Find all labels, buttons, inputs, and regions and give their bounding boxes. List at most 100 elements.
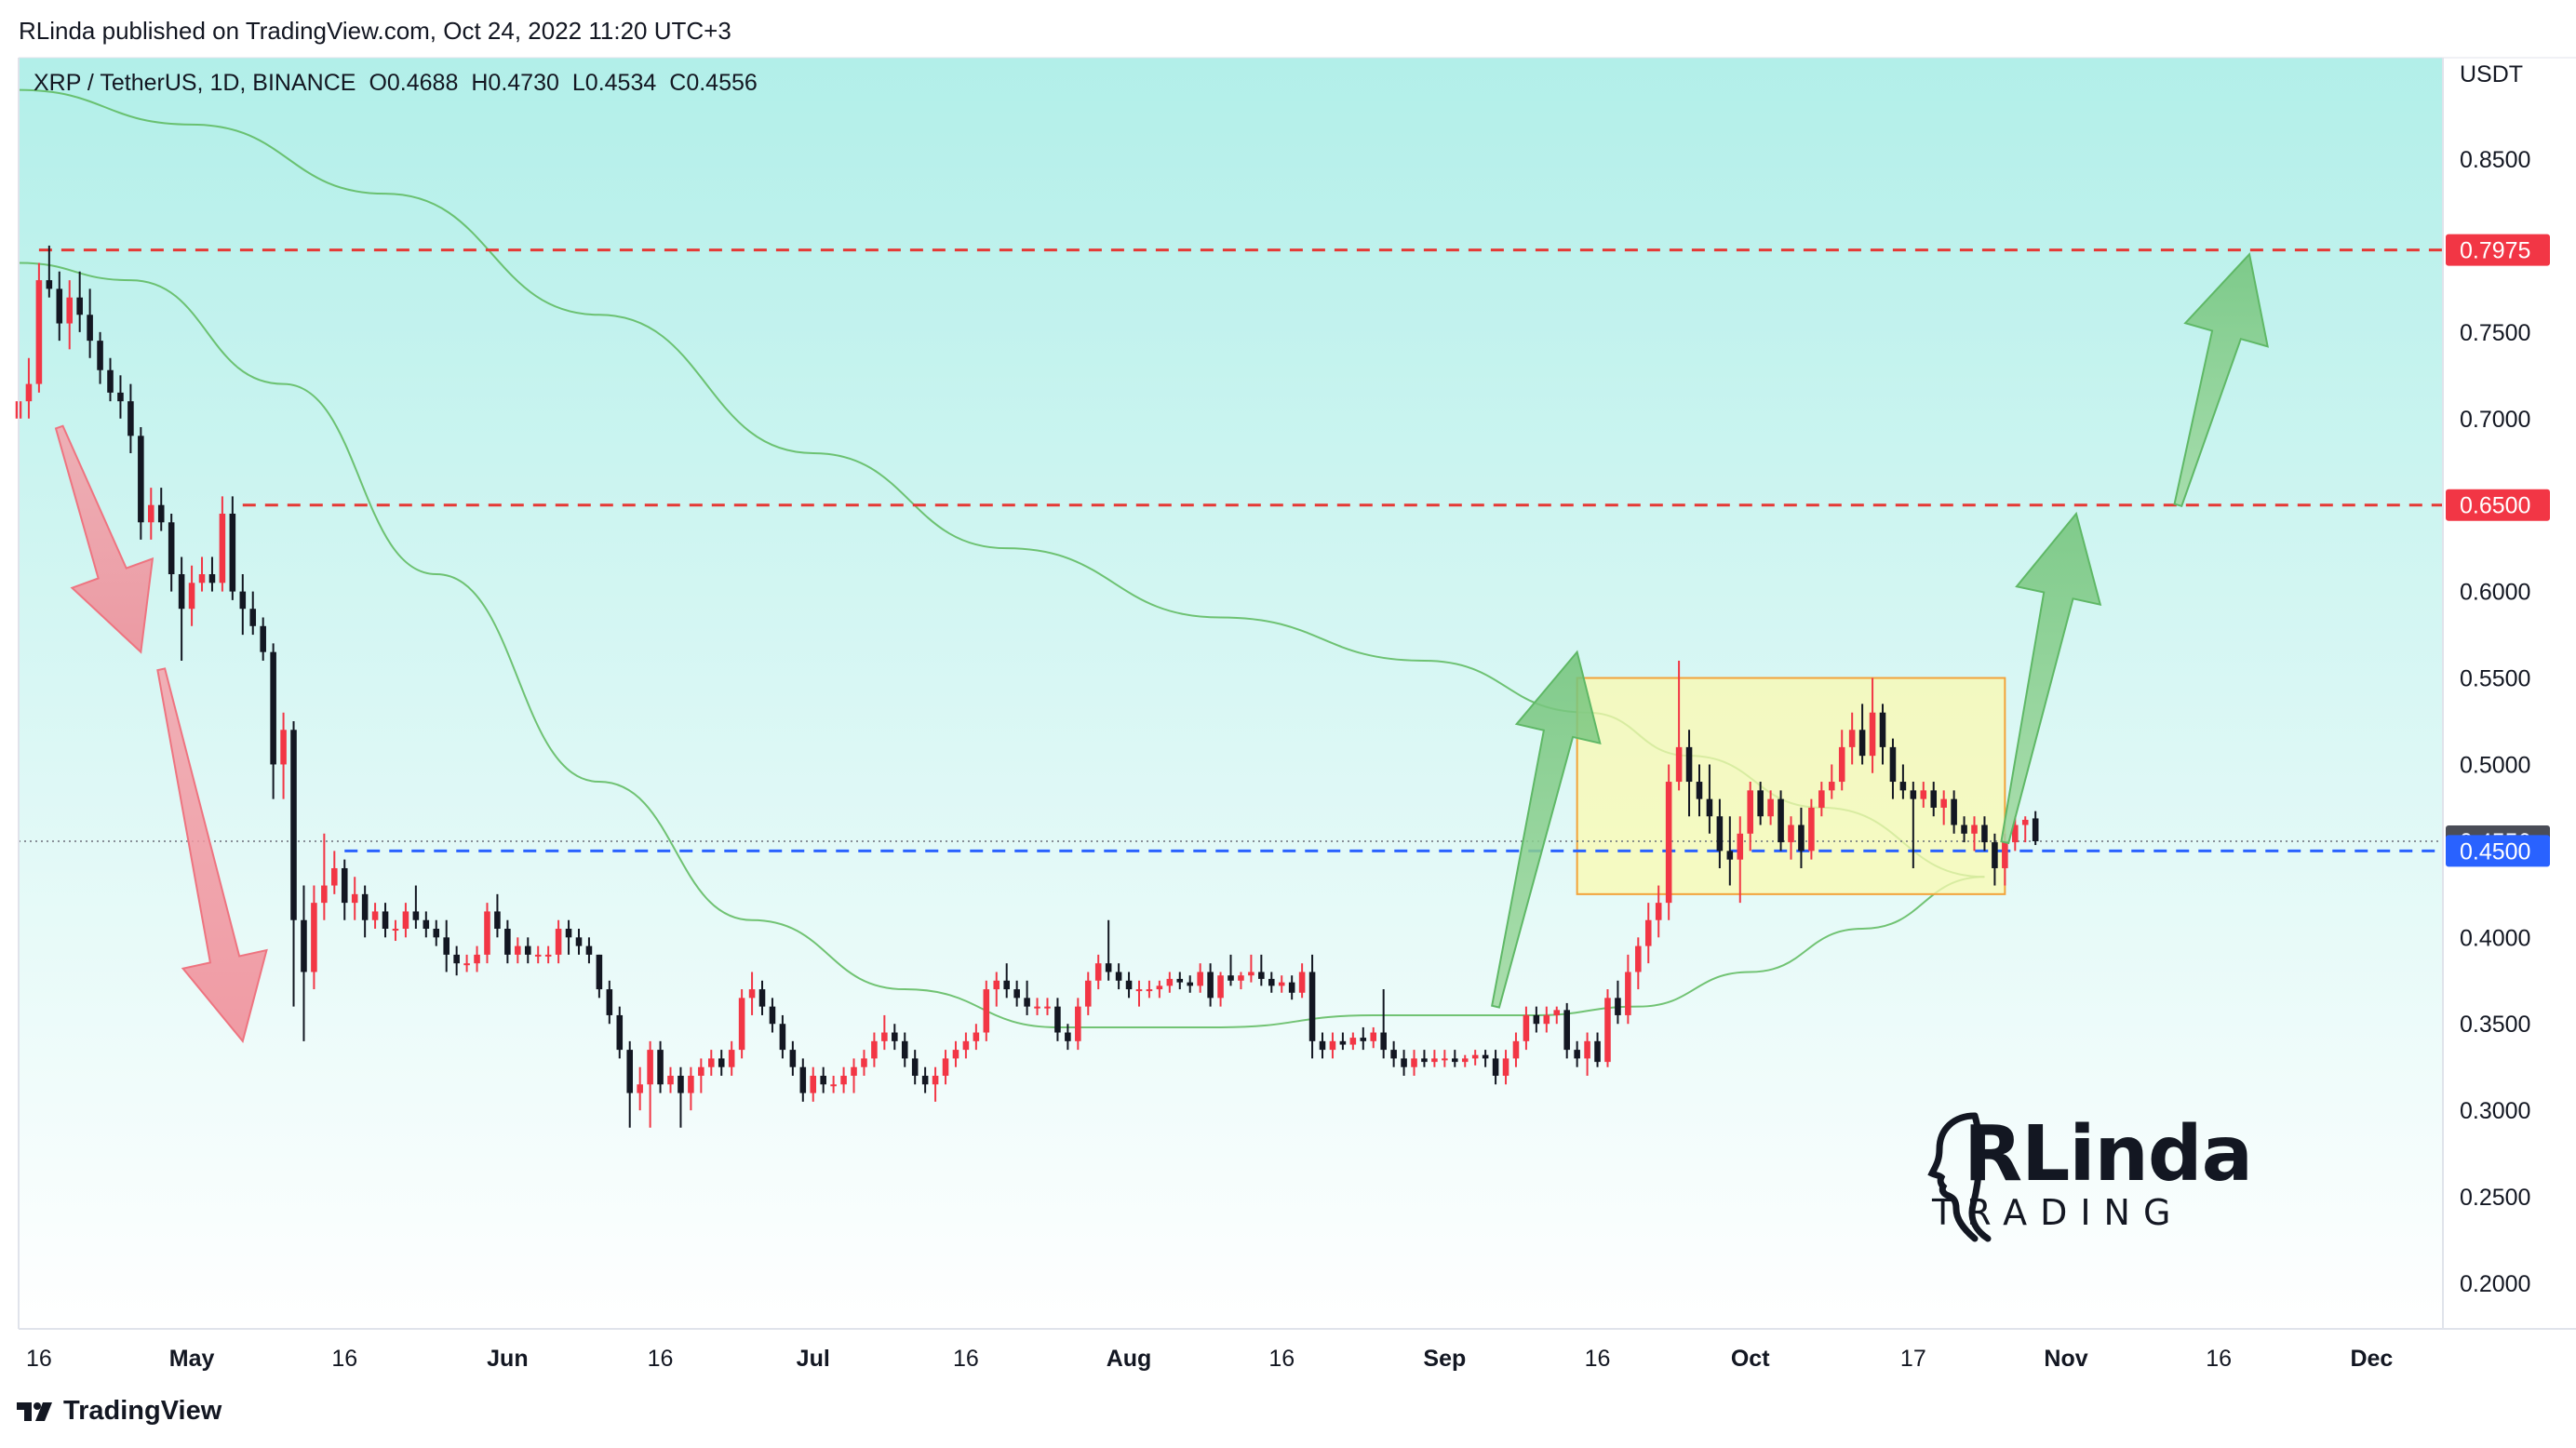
candle[interactable] [1553,1006,1561,1025]
candle[interactable] [1635,937,1642,990]
candle[interactable] [1625,954,1631,1025]
candle[interactable] [901,1032,908,1067]
candle[interactable] [688,1066,694,1111]
candle[interactable] [127,383,134,453]
candle[interactable] [1115,963,1122,990]
candle[interactable] [1563,1002,1570,1059]
candle[interactable] [1176,972,1184,990]
candle[interactable] [1197,963,1203,993]
candle[interactable] [1308,954,1316,1059]
candle[interactable] [1889,738,1897,799]
candle[interactable] [698,1058,704,1093]
candle[interactable] [1920,782,1927,808]
price-label-badge[interactable]: 0.7975 [2446,234,2550,266]
candle[interactable] [1482,1050,1489,1067]
candle[interactable] [544,945,552,964]
candle[interactable] [1238,972,1244,990]
candle[interactable] [748,972,756,1015]
candle[interactable] [178,556,185,661]
candle[interactable] [1543,1006,1550,1033]
candle[interactable] [606,980,613,1025]
candle[interactable] [1013,980,1020,1007]
candle[interactable] [249,591,257,636]
candle[interactable] [1401,1050,1407,1076]
candle[interactable] [1075,998,1081,1051]
bullish-projection-arrow[interactable] [1491,650,1602,1009]
candle[interactable] [1003,963,1010,999]
candle[interactable] [1594,1032,1601,1067]
candle[interactable] [107,357,114,402]
price-label-badge[interactable]: 0.4500 [2446,835,2550,867]
candle[interactable] [270,643,276,799]
candle[interactable] [1370,1026,1377,1049]
candle[interactable] [1431,1050,1438,1067]
candle[interactable] [789,1040,797,1076]
candle[interactable] [1207,963,1214,1007]
candle[interactable] [371,903,379,930]
candle[interactable] [138,427,144,540]
candle[interactable] [280,712,287,799]
candle[interactable] [1442,1050,1448,1067]
candle[interactable] [361,885,369,938]
candle[interactable] [474,945,480,972]
candle[interactable] [1788,816,1794,860]
candle[interactable] [1828,764,1835,799]
candle[interactable] [1644,903,1652,964]
candle[interactable] [1798,807,1805,868]
candle[interactable] [311,885,317,990]
candle[interactable] [1737,816,1744,904]
candle[interactable] [1360,1026,1367,1051]
candle[interactable] [921,1066,929,1093]
candle[interactable] [239,574,247,636]
candle[interactable] [708,1050,715,1076]
candle[interactable] [758,980,766,1015]
candle[interactable] [667,1066,674,1093]
candle[interactable] [1655,885,1662,938]
candle[interactable] [1390,1040,1397,1067]
candle[interactable] [1523,1006,1530,1051]
candle[interactable] [565,919,572,955]
candle[interactable] [993,972,1000,1007]
candle[interactable] [148,488,154,540]
candle[interactable] [728,1040,735,1076]
candle[interactable] [1675,660,1683,791]
candle[interactable] [830,1075,837,1093]
candle[interactable] [1380,989,1387,1059]
candle[interactable] [1818,782,1825,817]
candle[interactable] [97,331,103,384]
candle[interactable] [46,245,53,298]
candle[interactable] [66,280,74,350]
candle[interactable] [626,1040,634,1128]
candle[interactable] [840,1066,847,1093]
candle[interactable] [534,945,542,964]
candle[interactable] [463,954,470,972]
candle[interactable] [810,1066,817,1102]
candle[interactable] [637,1066,643,1111]
candle[interactable] [524,937,531,964]
candle[interactable] [1329,1032,1336,1059]
candle[interactable] [1940,790,1947,825]
candle[interactable] [1461,1054,1469,1067]
candle[interactable] [1706,764,1713,834]
candle[interactable] [962,1032,970,1059]
candle[interactable] [596,954,603,999]
candle[interactable] [290,721,297,1007]
candle[interactable] [952,1040,959,1067]
price-label-badge[interactable]: 0.6500 [2446,489,2550,521]
bullish-projection-arrow[interactable] [2000,511,2102,845]
candle[interactable] [1879,704,1886,765]
candle[interactable] [515,937,521,964]
candle[interactable] [1747,782,1753,851]
candle[interactable] [1471,1050,1479,1066]
candle[interactable] [433,919,440,946]
candle[interactable] [1848,712,1856,765]
candle[interactable] [820,1066,826,1093]
candle[interactable] [1156,980,1163,999]
candle[interactable] [504,919,511,964]
candle[interactable] [392,919,399,942]
candle[interactable] [983,980,990,1041]
candle[interactable] [799,1058,807,1102]
candle[interactable] [382,903,389,938]
candle[interactable] [1696,764,1703,817]
candle[interactable] [56,271,63,342]
